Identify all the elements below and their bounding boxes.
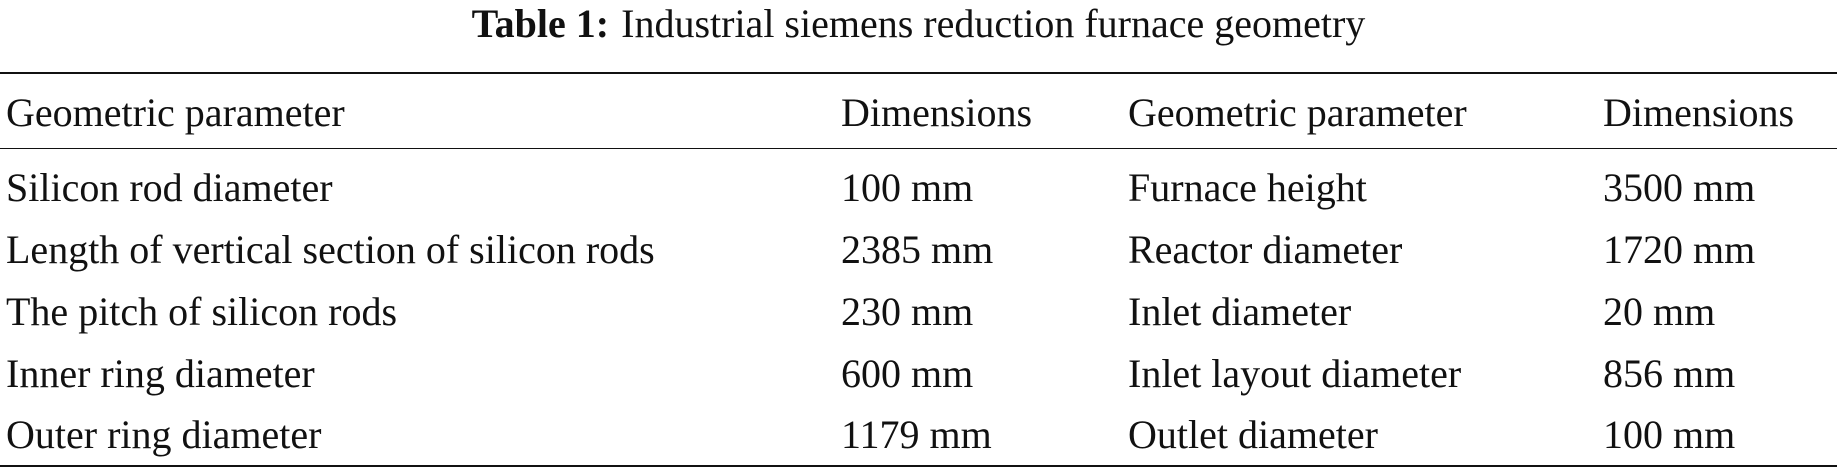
table-cell: The pitch of silicon rods [6,289,398,334]
table-cell: 1179 mm [841,412,992,457]
header-cell: Geometric parameter [6,90,345,135]
table-cell: 2385 mm [841,227,994,272]
table-cell: 100 mm [841,165,974,210]
header-cell: Dimensions [1603,90,1795,135]
table-cell: 230 mm [841,289,974,334]
table-cell: Furnace height [1128,165,1367,210]
table-cell: Inlet layout diameter [1128,351,1462,396]
table-cell: 100 mm [1603,412,1736,457]
bottom-rule [0,465,1837,467]
table-cell: 3500 mm [1603,165,1756,210]
table-cell: Reactor diameter [1128,227,1403,272]
table-cell: 1720 mm [1603,227,1756,272]
caption-label: Table 1: [471,1,610,46]
table-cell: Outlet diameter [1128,412,1378,457]
table-cell: Silicon rod diameter [6,165,333,210]
table-cell: Inlet diameter [1128,289,1352,334]
table-cell: 20 mm [1603,289,1716,334]
table-caption: Table 1: Industrial siemens reduction fur… [0,0,1837,48]
header-rule [0,148,1837,149]
caption-text: Industrial siemens reduction furnace geo… [621,1,1366,46]
table-cell: 600 mm [841,351,974,396]
top-rule [0,72,1837,74]
table-cell: Outer ring diameter [6,412,322,457]
table-cell: Inner ring diameter [6,351,315,396]
header-cell: Geometric parameter [1128,90,1467,135]
header-cell: Dimensions [841,90,1033,135]
table-cell: Length of vertical section of silicon ro… [6,227,655,272]
table-cell: 856 mm [1603,351,1736,396]
